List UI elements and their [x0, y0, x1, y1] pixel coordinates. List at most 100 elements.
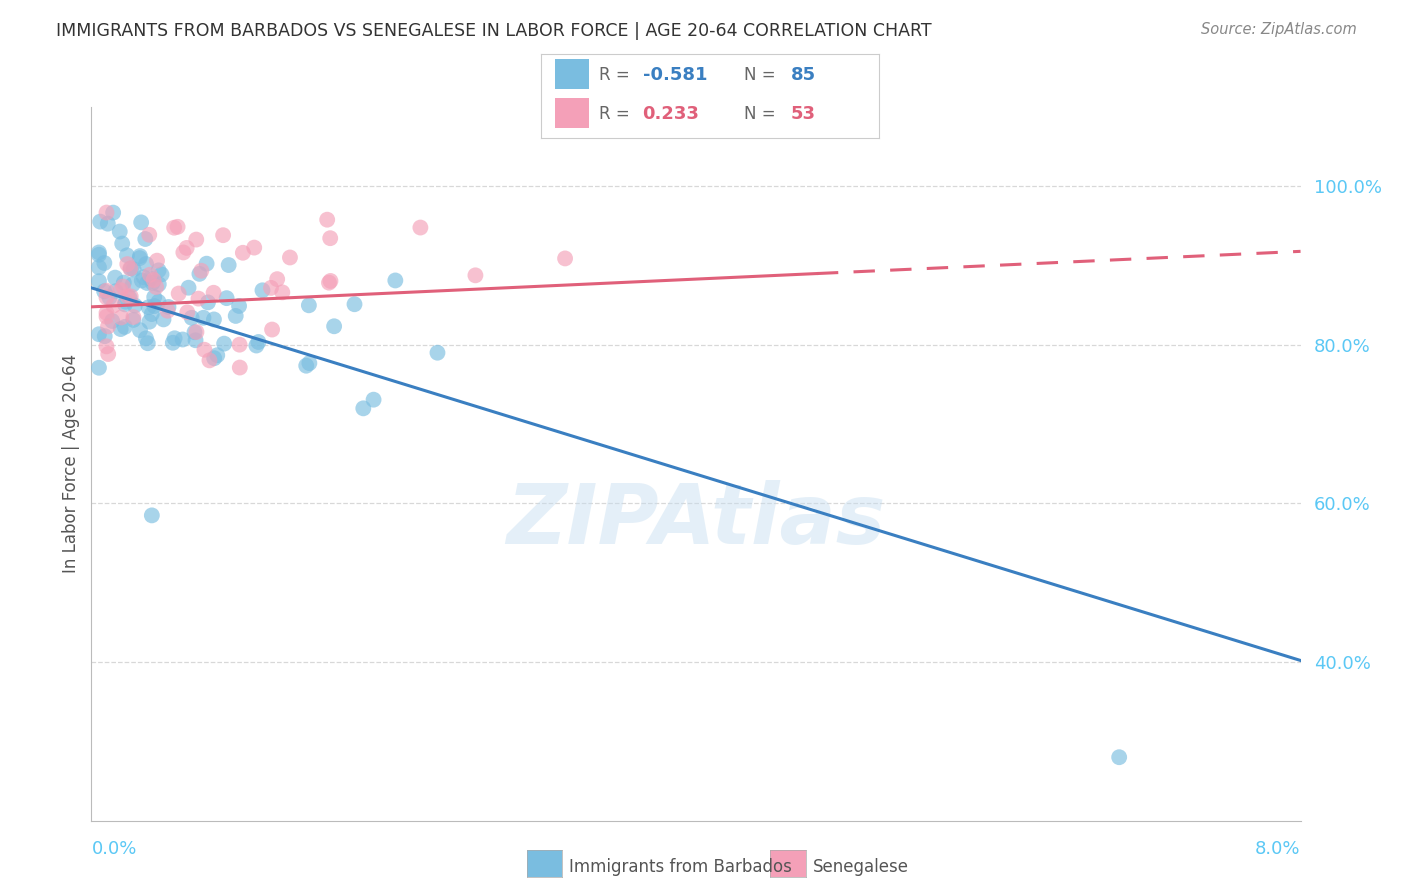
Point [87, 245, 110, 260]
Point [135, 257, 157, 271]
Point [120, 261, 142, 276]
Point [229, 360, 252, 375]
Text: 85: 85 [792, 66, 815, 84]
Text: Immigrants from Barbados: Immigrants from Barbados [569, 858, 793, 876]
Point [98, 291, 121, 305]
Text: ZIPAtlas: ZIPAtlas [506, 481, 886, 561]
Point [162, 335, 184, 350]
Point [193, 343, 215, 357]
Point [96, 339, 118, 353]
Point [97, 319, 120, 334]
Point [176, 241, 198, 255]
Point [177, 281, 200, 295]
Point [184, 333, 207, 347]
Point [1108, 750, 1130, 764]
Point [143, 299, 166, 313]
Point [323, 319, 346, 334]
Point [87, 327, 110, 342]
Point [110, 322, 132, 336]
Point [96, 284, 118, 298]
Point [131, 273, 153, 287]
Point [298, 298, 321, 312]
Text: 53: 53 [792, 104, 815, 123]
Point [117, 257, 139, 271]
Point [352, 401, 374, 416]
Point [146, 253, 169, 268]
Point [142, 276, 165, 290]
Point [128, 251, 150, 265]
Point [186, 325, 208, 339]
Point [195, 257, 218, 271]
Point [464, 268, 486, 283]
Point [132, 270, 155, 285]
Point [136, 276, 159, 290]
Point [110, 310, 132, 325]
Point [278, 251, 301, 265]
Text: 0.233: 0.233 [643, 104, 699, 123]
Point [245, 338, 267, 352]
Point [145, 280, 167, 294]
Point [122, 313, 145, 327]
Point [202, 285, 225, 300]
Point [232, 245, 254, 260]
Point [118, 291, 141, 305]
Point [187, 292, 209, 306]
Point [247, 334, 270, 349]
Point [111, 236, 134, 251]
Point [87, 274, 110, 288]
Point [135, 331, 157, 345]
Point [120, 261, 142, 276]
Point [96, 290, 118, 304]
Point [101, 314, 124, 328]
Point [319, 231, 342, 245]
Point [122, 262, 145, 277]
Point [228, 299, 250, 313]
Point [120, 289, 142, 303]
Point [243, 241, 266, 255]
Point [172, 333, 194, 347]
Point [252, 283, 274, 297]
Point [384, 273, 406, 287]
Point [101, 205, 124, 219]
Point [87, 360, 110, 375]
Point [139, 268, 162, 282]
Point [212, 228, 235, 243]
Point [148, 294, 170, 309]
Point [122, 310, 145, 324]
Point [190, 264, 212, 278]
Point [202, 351, 225, 366]
Point [295, 359, 318, 373]
Point [148, 263, 170, 277]
Point [115, 248, 138, 262]
Point [114, 297, 136, 311]
Point [110, 283, 132, 297]
Point [139, 271, 162, 285]
Point [89, 214, 111, 228]
Point [96, 310, 118, 324]
Point [197, 295, 219, 310]
Point [156, 303, 179, 318]
Point [117, 289, 139, 303]
Point [166, 219, 188, 234]
Text: Senegalese: Senegalese [813, 858, 908, 876]
Point [96, 306, 118, 320]
Point [266, 272, 288, 286]
Point [218, 258, 240, 272]
Point [136, 336, 159, 351]
Point [141, 508, 163, 523]
Point [207, 348, 229, 362]
Text: 0.0%: 0.0% [91, 840, 136, 858]
Point [93, 285, 115, 299]
Point [97, 347, 120, 361]
Point [97, 217, 120, 231]
Point [121, 277, 143, 292]
Point [343, 297, 366, 311]
Point [202, 312, 225, 326]
Point [108, 225, 131, 239]
Point [152, 312, 174, 326]
Point [554, 252, 576, 266]
Point [167, 286, 190, 301]
Point [104, 284, 127, 298]
Point [318, 276, 340, 290]
Point [103, 299, 125, 313]
